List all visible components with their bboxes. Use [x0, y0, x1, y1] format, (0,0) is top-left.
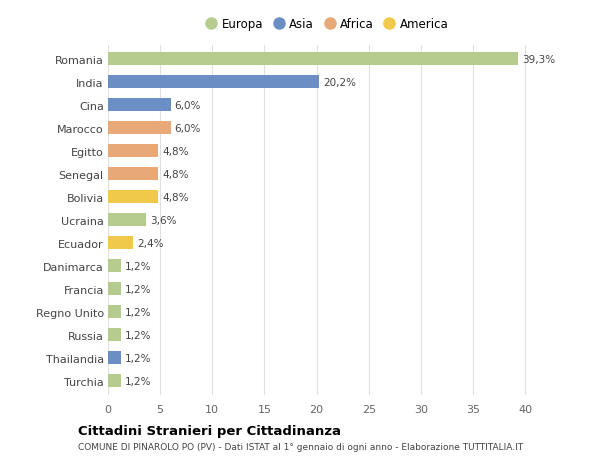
Bar — [108, 76, 319, 89]
Bar — [108, 214, 146, 227]
Text: 1,2%: 1,2% — [125, 307, 151, 317]
Text: 1,2%: 1,2% — [125, 261, 151, 271]
Text: 4,8%: 4,8% — [162, 169, 189, 179]
Bar — [108, 283, 121, 296]
Bar — [108, 145, 158, 158]
Text: COMUNE DI PINAROLO PO (PV) - Dati ISTAT al 1° gennaio di ogni anno - Elaborazion: COMUNE DI PINAROLO PO (PV) - Dati ISTAT … — [78, 442, 523, 451]
Text: 3,6%: 3,6% — [150, 215, 176, 225]
Text: 2,4%: 2,4% — [137, 238, 164, 248]
Bar — [108, 53, 518, 66]
Text: 6,0%: 6,0% — [175, 101, 201, 111]
Text: 1,2%: 1,2% — [125, 330, 151, 340]
Text: 39,3%: 39,3% — [522, 55, 555, 65]
Bar — [108, 191, 158, 204]
Bar — [108, 306, 121, 319]
Text: 20,2%: 20,2% — [323, 78, 356, 88]
Text: 1,2%: 1,2% — [125, 284, 151, 294]
Text: Cittadini Stranieri per Cittadinanza: Cittadini Stranieri per Cittadinanza — [78, 425, 341, 437]
Text: 4,8%: 4,8% — [162, 192, 189, 202]
Bar — [108, 122, 170, 135]
Bar — [108, 237, 133, 250]
Text: 4,8%: 4,8% — [162, 146, 189, 157]
Text: 6,0%: 6,0% — [175, 123, 201, 134]
Text: 1,2%: 1,2% — [125, 376, 151, 386]
Bar — [108, 260, 121, 273]
Text: 1,2%: 1,2% — [125, 353, 151, 363]
Bar — [108, 375, 121, 387]
Bar — [108, 352, 121, 364]
Bar — [108, 329, 121, 341]
Legend: Europa, Asia, Africa, America: Europa, Asia, Africa, America — [200, 13, 454, 36]
Bar — [108, 168, 158, 181]
Bar — [108, 99, 170, 112]
